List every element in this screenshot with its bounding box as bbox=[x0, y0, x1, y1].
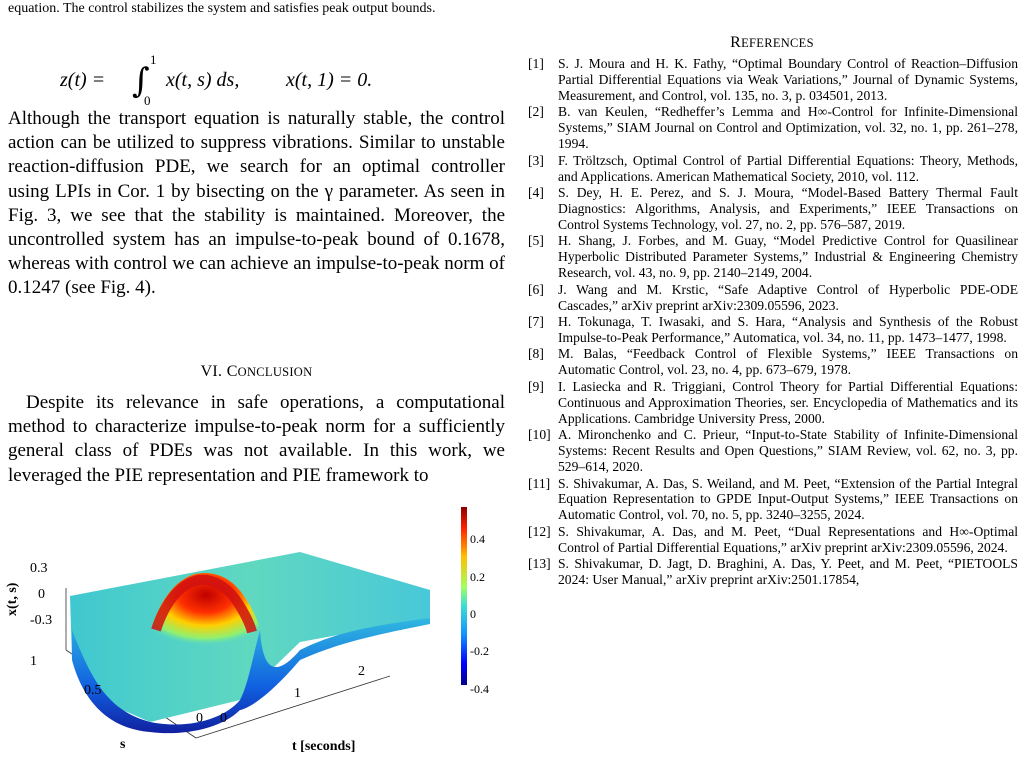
reference-item: [8] M. Balas, “Feedback Control of Flexib… bbox=[528, 346, 1018, 378]
reference-item: [7] H. Tokunaga, T. Iwasaki, and S. Hara,… bbox=[528, 314, 1018, 346]
s-axis-label: s bbox=[120, 737, 126, 752]
reference-number: [4] bbox=[528, 185, 544, 201]
colorbar-tick-label: 0.2 bbox=[470, 570, 485, 584]
reference-item: [2] B. van Keulen, “Redheffer’s Lemma and… bbox=[528, 104, 1018, 152]
reference-item: [11] S. Shivakumar, A. Das, S. Weiland, a… bbox=[528, 476, 1018, 524]
surface-plot-svg: 0.3 0 -0.3 x(t, s) 1 0.5 0 s 0 1 2 t [se… bbox=[5, 507, 489, 754]
reference-text: M. Balas, “Feedback Control of Flexible … bbox=[558, 346, 1018, 378]
reference-number: [2] bbox=[528, 104, 544, 120]
reference-number: [13] bbox=[528, 556, 551, 572]
reference-text: F. Tröltzsch, Optimal Control of Partial… bbox=[558, 152, 1018, 184]
z-tick-label: 0.3 bbox=[30, 561, 48, 576]
figure-caption-fragment: equation. The control stabilizes the sys… bbox=[8, 1, 436, 16]
reference-number: [8] bbox=[528, 346, 544, 362]
reference-item: [5] H. Shang, J. Forbes, and M. Guay, “Mo… bbox=[528, 233, 1018, 281]
equation-svg: z(t) = ∫ 1 0 x(t, s) ds, x(t, 1) = 0. bbox=[59, 52, 372, 108]
reference-item: [9] I. Lasiecka and R. Triggiani, Control… bbox=[528, 379, 1018, 427]
surface-trough bbox=[72, 618, 430, 734]
reference-text: B. van Keulen, “Redheffer’s Lemma and H∞… bbox=[558, 104, 1018, 152]
z-tick-label: 0 bbox=[38, 587, 45, 602]
section-heading: VI. CONCLUSION bbox=[8, 363, 505, 381]
reference-text: I. Lasiecka and R. Triggiani, Control Th… bbox=[558, 378, 1018, 426]
reference-text: J. Wang and M. Krstic, “Safe Adaptive Co… bbox=[558, 281, 1018, 313]
surface-plot-figure: 0.3 0 -0.3 x(t, s) 1 0.5 0 s 0 1 2 t [se… bbox=[0, 500, 500, 760]
references-heading-initial: R bbox=[730, 34, 742, 51]
reference-number: [6] bbox=[528, 281, 544, 297]
equation-integrand: x(t, s) ds, bbox=[165, 69, 239, 91]
s-tick-label: 0 bbox=[196, 711, 203, 726]
reference-number: [7] bbox=[528, 314, 544, 330]
surface-peak-ridge bbox=[151, 574, 257, 634]
t-axis-label: t [seconds] bbox=[292, 739, 355, 754]
t-axis-line bbox=[195, 675, 391, 739]
reference-item: [13] S. Shivakumar, D. Jagt, D. Braghini,… bbox=[528, 556, 1018, 588]
body-paragraph: Although the transport equation is natur… bbox=[8, 108, 505, 299]
s-tick-label: 0.5 bbox=[84, 683, 102, 698]
body-paragraph: Despite its relevance in safe operations… bbox=[8, 392, 505, 486]
reference-number: [9] bbox=[528, 378, 544, 394]
t-tick-label: 1 bbox=[294, 686, 301, 701]
colorbar-tick-label: 0.4 bbox=[470, 532, 485, 546]
references-list: [1] S. J. Moura and H. K. Fathy, “Optimal… bbox=[528, 56, 1018, 589]
colorbar-tick-label: -0.2 bbox=[470, 644, 489, 658]
colorbar-tick-label: -0.4 bbox=[470, 682, 489, 696]
integral-sign: ∫ bbox=[132, 61, 150, 101]
section-number: VI. bbox=[200, 363, 223, 380]
reference-item: [3] F. Tröltzsch, Optimal Control of Part… bbox=[528, 153, 1018, 185]
equation-condition: x(t, 1) = 0. bbox=[285, 69, 372, 91]
colorbar bbox=[461, 507, 467, 685]
section-title-rest: ONCLUSION bbox=[237, 365, 313, 379]
reference-text: S. Shivakumar, A. Das, and M. Peet, “Dua… bbox=[558, 523, 1018, 555]
reference-number: [3] bbox=[528, 152, 544, 168]
reference-text: H. Shang, J. Forbes, and M. Guay, “Model… bbox=[558, 233, 1018, 281]
reference-text: S. Shivakumar, D. Jagt, D. Braghini, A. … bbox=[558, 556, 1018, 588]
reference-number: [10] bbox=[528, 427, 551, 443]
lower-limit: 0 bbox=[144, 93, 151, 106]
reference-text: H. Tokunaga, T. Iwasaki, and S. Hara, “A… bbox=[558, 314, 1018, 345]
reference-text: S. J. Moura and H. K. Fathy, “Optimal Bo… bbox=[558, 56, 1018, 103]
display-equation: z(t) = ∫ 1 0 x(t, s) ds, x(t, 1) = 0. bbox=[59, 48, 480, 108]
reference-text: A. Mironchenko and C. Prieur, “Input-to-… bbox=[558, 427, 1018, 474]
reference-number: [11] bbox=[528, 475, 551, 491]
references-heading-rest: EFERENCES bbox=[741, 36, 814, 50]
reference-number: [5] bbox=[528, 233, 544, 249]
z-tick-label: -0.3 bbox=[30, 613, 52, 628]
reference-item: [10] A. Mironchenko and C. Prieur, “Input… bbox=[528, 427, 1018, 475]
colorbar-tick-label: 0 bbox=[470, 607, 476, 621]
t-tick-label: 2 bbox=[358, 664, 365, 679]
reference-item: [12] S. Shivakumar, A. Das, and M. Peet, … bbox=[528, 524, 1018, 556]
z-axis-label: x(t, s) bbox=[5, 582, 20, 616]
t-tick-label: 0 bbox=[220, 711, 227, 726]
reference-item: [1] S. J. Moura and H. K. Fathy, “Optimal… bbox=[528, 56, 1018, 104]
reference-item: [6] J. Wang and M. Krstic, “Safe Adaptive… bbox=[528, 282, 1018, 314]
reference-item: [4] S. Dey, H. E. Perez, and S. J. Moura,… bbox=[528, 185, 1018, 233]
equation-lhs: z(t) = bbox=[60, 69, 105, 91]
reference-number: [12] bbox=[528, 523, 551, 539]
references-heading: REFERENCES bbox=[528, 34, 1016, 52]
reference-text: S. Shivakumar, A. Das, S. Weiland, and M… bbox=[558, 475, 1018, 523]
reference-number: [1] bbox=[528, 56, 544, 71]
upper-limit: 1 bbox=[150, 52, 157, 67]
section-title-initial: C bbox=[226, 363, 238, 380]
s-tick-label: 1 bbox=[30, 654, 37, 669]
reference-text: S. Dey, H. E. Perez, and S. J. Moura, “M… bbox=[558, 185, 1018, 232]
